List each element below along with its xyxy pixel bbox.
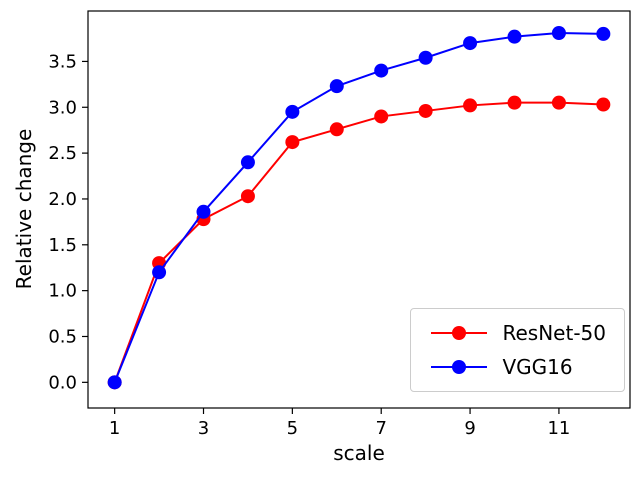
y-tick-label: 3.0 bbox=[48, 97, 77, 118]
series-line-vgg16 bbox=[113, 32, 604, 383]
x-tick-label: 11 bbox=[547, 418, 570, 439]
data-point-vgg16 bbox=[152, 265, 167, 280]
y-tick-label: 3.5 bbox=[48, 51, 77, 72]
data-point-resnet-50 bbox=[240, 189, 255, 204]
legend-marker-resnet-50 bbox=[430, 326, 487, 340]
legend-entry-resnet-50: ResNet-50 bbox=[429, 321, 607, 345]
data-point-vgg16 bbox=[329, 79, 344, 94]
y-tick-label: 0.5 bbox=[48, 326, 77, 347]
data-point-resnet-50 bbox=[329, 122, 344, 137]
legend-entry-vgg16: VGG16 bbox=[429, 355, 607, 379]
data-point-vgg16 bbox=[551, 26, 566, 41]
x-tick-label: 5 bbox=[287, 418, 298, 439]
y-tick-label: 2.0 bbox=[48, 189, 77, 210]
data-point-vgg16 bbox=[374, 63, 389, 78]
data-point-vgg16 bbox=[507, 29, 522, 44]
x-tick-label: 9 bbox=[464, 418, 475, 439]
data-point-vgg16 bbox=[196, 204, 211, 219]
legend-marker-vgg16 bbox=[430, 360, 487, 374]
x-tick-label: 7 bbox=[375, 418, 386, 439]
y-tick-label: 2.5 bbox=[48, 143, 77, 164]
data-point-resnet-50 bbox=[507, 95, 522, 110]
y-tick-label: 0.0 bbox=[48, 372, 77, 393]
x-tick-label: 1 bbox=[109, 418, 120, 439]
legend: ResNet-50 VGG16 bbox=[409, 308, 625, 392]
x-axis-label: scale bbox=[333, 441, 385, 465]
y-tick-label: 1.0 bbox=[48, 281, 77, 302]
series-line-resnet-50 bbox=[113, 101, 604, 383]
data-point-resnet-50 bbox=[285, 135, 300, 150]
data-point-resnet-50 bbox=[596, 97, 611, 112]
data-point-resnet-50 bbox=[374, 109, 389, 124]
data-point-vgg16 bbox=[463, 36, 478, 51]
data-point-vgg16 bbox=[107, 375, 122, 390]
data-point-resnet-50 bbox=[463, 98, 478, 113]
x-tick-label: 3 bbox=[198, 418, 209, 439]
data-point-vgg16 bbox=[285, 104, 300, 119]
legend-label: VGG16 bbox=[502, 355, 573, 379]
y-tick-label: 1.5 bbox=[48, 235, 77, 256]
data-point-resnet-50 bbox=[418, 103, 433, 118]
data-point-vgg16 bbox=[418, 50, 433, 65]
data-point-vgg16 bbox=[596, 26, 611, 41]
data-point-vgg16 bbox=[240, 155, 255, 170]
y-axis-label: Relative change bbox=[12, 128, 36, 290]
legend-label: ResNet-50 bbox=[502, 321, 607, 345]
data-point-resnet-50 bbox=[551, 95, 566, 110]
